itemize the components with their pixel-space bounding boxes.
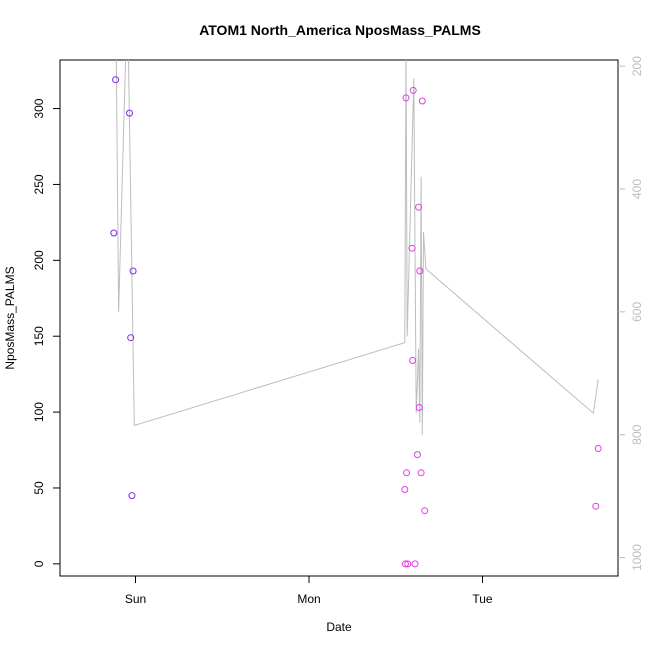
- data-point: [409, 86, 417, 94]
- y2-tick-label: 600: [630, 302, 644, 322]
- y-tick-label: 250: [32, 174, 46, 194]
- data-point: [404, 560, 412, 568]
- data-point: [594, 445, 602, 452]
- y-tick-label: 50: [32, 481, 46, 495]
- data-point: [110, 229, 118, 237]
- points-layer: [110, 76, 602, 568]
- line-layer: [115, 60, 599, 435]
- data-point: [408, 244, 416, 252]
- data-point: [112, 76, 120, 84]
- data-point: [129, 267, 137, 275]
- x-tick-label: Mon: [297, 592, 320, 606]
- x-axis: Sun Mon Tue: [125, 576, 493, 606]
- data-point: [401, 560, 409, 568]
- x-tick-label: Tue: [472, 592, 493, 606]
- data-point: [126, 109, 133, 117]
- y2-axis: 200 400 600 800 1000: [618, 56, 644, 571]
- data-point: [415, 404, 423, 411]
- y-tick-label: 300: [32, 98, 46, 118]
- data-point: [417, 469, 425, 477]
- data-point: [411, 560, 419, 568]
- y2-tick-label: 1000: [630, 544, 644, 571]
- y2-tick-label: 400: [630, 179, 644, 199]
- y-tick-label: 150: [32, 326, 46, 346]
- x-tick-label: Sun: [125, 592, 146, 606]
- data-point: [592, 502, 600, 510]
- data-point: [413, 451, 421, 459]
- series-line: [115, 60, 599, 435]
- data-point: [416, 267, 424, 275]
- plot-frame: [59, 59, 619, 577]
- y2-tick-label: 200: [630, 56, 644, 76]
- data-point: [418, 97, 426, 105]
- data-point: [415, 203, 423, 211]
- y2-tick-label: 800: [630, 424, 644, 444]
- data-point: [403, 469, 411, 477]
- y-axis-label: NposMass_PALMS: [3, 266, 17, 369]
- y-axis: 0 50 100 150 200 250 300: [32, 98, 61, 567]
- chart-title: ATOM1 North_America NposMass_PALMS: [199, 22, 481, 38]
- data-point: [401, 486, 409, 493]
- y-tick-label: 200: [32, 250, 46, 270]
- y-tick-label: 0: [32, 560, 46, 567]
- data-point: [127, 334, 135, 342]
- data-point: [409, 357, 417, 364]
- data-point: [402, 94, 410, 102]
- data-point: [421, 507, 429, 515]
- x-axis-label: Date: [326, 620, 352, 634]
- y-tick-label: 100: [32, 402, 46, 422]
- data-point: [128, 492, 136, 500]
